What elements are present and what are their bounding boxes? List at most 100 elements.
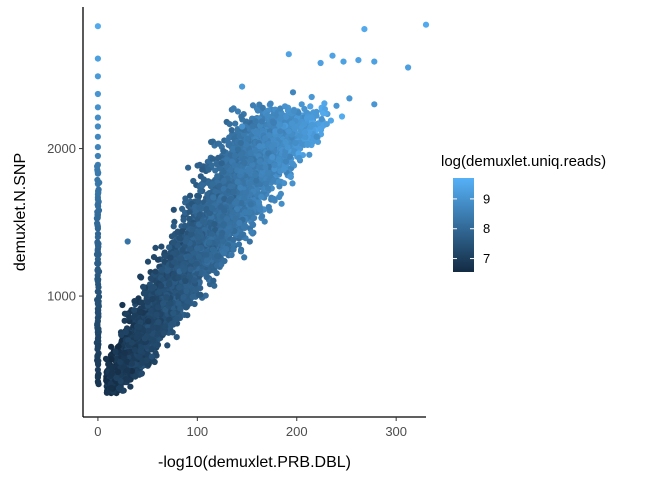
data-point (287, 173, 294, 180)
data-point (252, 171, 259, 179)
data-point (208, 231, 215, 238)
data-point (281, 103, 289, 110)
data-point (209, 246, 216, 253)
data-point (307, 103, 314, 110)
data-point (282, 158, 290, 165)
data-point (153, 331, 160, 338)
data-point (199, 182, 206, 189)
data-point (242, 189, 249, 197)
data-point (275, 156, 282, 163)
data-point (226, 121, 233, 128)
data-point (174, 228, 181, 235)
data-point (168, 320, 176, 327)
data-point (213, 270, 220, 277)
data-point (147, 275, 154, 282)
data-point (218, 160, 225, 167)
data-point (304, 141, 311, 148)
data-point (246, 180, 253, 187)
data-point (145, 318, 152, 325)
data-point (211, 221, 218, 228)
data-point (290, 125, 298, 132)
data-point (155, 319, 162, 326)
data-point (223, 246, 230, 253)
data-point (164, 342, 171, 349)
data-point (241, 195, 248, 202)
data-point (179, 246, 186, 253)
data-point (131, 298, 138, 305)
data-point (232, 120, 239, 127)
data-point (197, 188, 204, 195)
data-point (282, 113, 289, 120)
data-point (180, 216, 187, 223)
data-point (277, 190, 284, 197)
data-point (275, 121, 282, 128)
data-point (221, 257, 228, 265)
data-point (246, 238, 253, 245)
data-point (140, 283, 147, 290)
data-point (170, 239, 177, 246)
data-point (191, 300, 198, 308)
data-point (194, 192, 201, 199)
data-point (241, 159, 248, 166)
data-point (280, 166, 287, 173)
data-point (200, 176, 207, 183)
data-point (247, 149, 254, 157)
data-point (259, 213, 266, 220)
data-point (249, 161, 256, 168)
data-point (214, 173, 221, 180)
data-point (160, 300, 167, 307)
data-point (149, 285, 156, 292)
data-point (220, 147, 227, 155)
data-point (190, 177, 197, 185)
data-point (173, 316, 180, 323)
data-point (301, 121, 308, 128)
data-point (128, 367, 136, 375)
data-point (186, 215, 193, 222)
data-point (217, 203, 224, 210)
data-point (195, 198, 202, 205)
data-point (277, 105, 284, 112)
data-point (220, 221, 227, 228)
data-point (189, 226, 196, 233)
data-point (303, 115, 311, 122)
data-point (262, 164, 269, 171)
data-point (192, 287, 199, 294)
data-point (191, 277, 198, 284)
data-point (121, 317, 128, 324)
data-point (203, 274, 210, 281)
data-point (209, 155, 216, 162)
data-point (152, 244, 159, 251)
data-point (135, 324, 142, 331)
data-point (209, 181, 216, 188)
data-point (258, 118, 265, 125)
data-point (247, 156, 254, 164)
data-point (237, 184, 244, 191)
data-point (249, 102, 257, 109)
data-point (186, 246, 193, 253)
data-point (212, 167, 219, 174)
data-point (196, 211, 203, 219)
data-point (252, 118, 259, 125)
data-point (132, 373, 139, 380)
data-point (206, 209, 213, 217)
data-point (186, 208, 193, 215)
data-point (234, 146, 242, 153)
data-point (262, 135, 269, 142)
data-point (137, 273, 144, 280)
data-point (108, 369, 116, 376)
data-point (197, 285, 204, 292)
data-point (203, 257, 210, 264)
data-point (118, 331, 125, 338)
data-point (194, 162, 201, 169)
data-point (249, 221, 256, 228)
data-point (270, 177, 277, 184)
data-point (168, 233, 175, 240)
data-point (254, 107, 261, 114)
data-point (136, 353, 143, 360)
data-point (233, 198, 240, 206)
data-point (237, 168, 244, 175)
data-point (186, 273, 193, 280)
data-point (289, 89, 297, 96)
data-point (195, 234, 202, 241)
data-point (188, 231, 195, 238)
